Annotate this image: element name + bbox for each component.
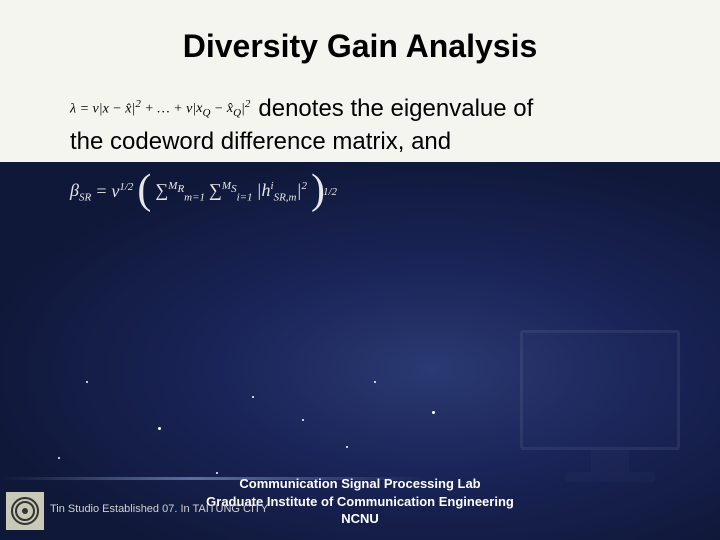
body-line-2: the codeword difference matrix, and xyxy=(70,126,650,157)
star-icon xyxy=(374,381,376,383)
monitor-decoration xyxy=(520,330,700,490)
star-icon xyxy=(252,396,254,398)
body-line-1: λ = ν|x − x̂|2 + … + ν|xQ − x̂Q|2 denote… xyxy=(70,93,650,124)
lambda-formula: λ = ν|x − x̂|2 + … + ν|xQ − x̂Q|2 xyxy=(70,97,250,121)
top-section: Diversity Gain Analysis λ = ν|x − x̂|2 +… xyxy=(0,0,720,162)
beta-sub: SR xyxy=(79,192,91,204)
sum1: ∑MRm=1 xyxy=(155,180,205,204)
beta-outer-sup: 1/2 xyxy=(323,186,337,198)
star-icon xyxy=(158,427,161,430)
star-icon xyxy=(432,411,435,414)
beta-eq: = xyxy=(95,181,107,202)
beta-nu-sup: 1/2 xyxy=(119,181,133,193)
sum2: ∑MSi=1 xyxy=(209,180,253,204)
beta-inner: |hiSR,m|2 xyxy=(257,180,307,204)
footer-left-small: Tin Studio Established 07. In TAITUNG CI… xyxy=(50,502,268,517)
footer-line-3: Tin Studio Established 07. In TAITUNG CI… xyxy=(0,510,720,528)
star-icon xyxy=(346,446,348,448)
bottom-section: βSR = ν1/2 ( ∑MRm=1 ∑MSi=1 |hiSR,m|2 ) 1… xyxy=(0,162,720,540)
body-text: λ = ν|x − x̂|2 + … + ν|xQ − x̂Q|2 denote… xyxy=(40,93,680,157)
star-icon xyxy=(216,472,218,474)
footer: Communication Signal Processing Lab Grad… xyxy=(0,475,720,528)
star-icon xyxy=(86,381,88,383)
footer-right-label: NCNU xyxy=(341,510,379,528)
body-text-1: denotes the eigenvalue of xyxy=(258,93,533,124)
footer-line-1: Communication Signal Processing Lab xyxy=(0,475,720,493)
beta-formula: βSR = ν1/2 ( ∑MRm=1 ∑MSi=1 |hiSR,m|2 ) 1… xyxy=(70,180,680,204)
star-icon xyxy=(302,419,304,421)
star-icon xyxy=(58,457,60,459)
slide-title: Diversity Gain Analysis xyxy=(40,28,680,65)
